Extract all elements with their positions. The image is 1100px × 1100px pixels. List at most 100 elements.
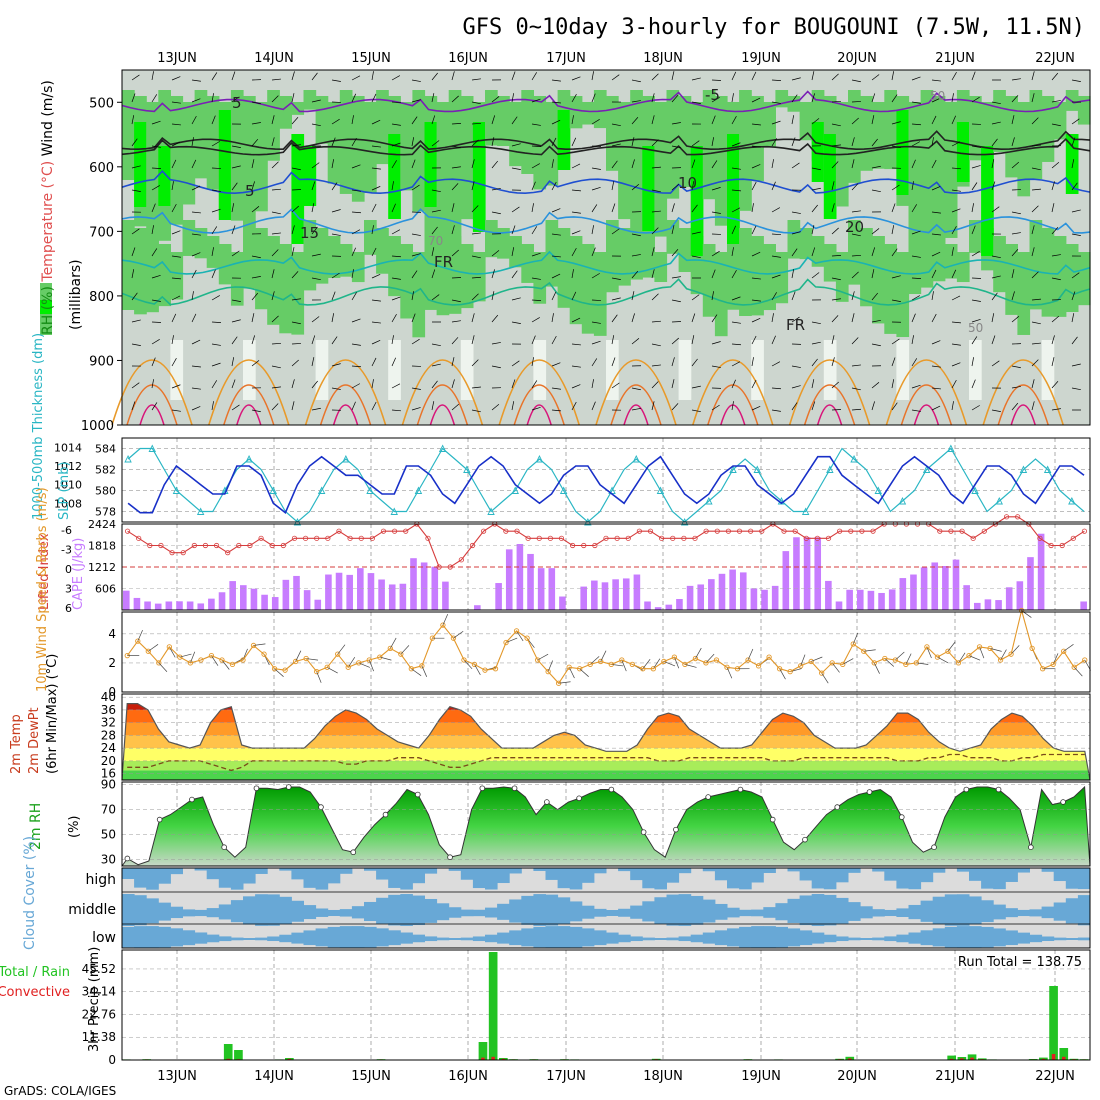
- wind-barb: [391, 142, 401, 147]
- wind-barb: [911, 255, 921, 258]
- wind-barb: [691, 294, 700, 301]
- wind-barb: [371, 225, 374, 235]
- wind-barb: [951, 72, 957, 81]
- wind-barb: [731, 379, 736, 389]
- wind-barb: [1031, 225, 1035, 235]
- wind-barb: [391, 181, 394, 191]
- wind-point: [755, 663, 762, 669]
- wind-point: [713, 657, 720, 663]
- cloud-high-cell: [956, 868, 970, 872]
- rh-region: [327, 236, 341, 278]
- cloud-high-cell: [557, 868, 571, 889]
- ylabel-pressure: (millibars): [68, 259, 84, 330]
- wind-point: [229, 661, 236, 668]
- temperature-contour: [121, 170, 1091, 195]
- cloud-middle-cell: [364, 901, 377, 922]
- cloud-middle-cell: [896, 908, 909, 917]
- wind-barb: [871, 382, 880, 389]
- cloud-low-cell: [763, 926, 776, 948]
- wind-barb: [1051, 335, 1055, 345]
- cloud-high-cell: [848, 868, 861, 873]
- wind-barb: [451, 249, 459, 257]
- li-point: [1081, 528, 1088, 534]
- wind-barb: [711, 187, 721, 191]
- rh-point: [350, 849, 357, 856]
- wind-barb: [751, 406, 761, 411]
- panel-frame: [121, 523, 1091, 611]
- cloud-middle-cell: [303, 905, 317, 920]
- precip-total-bar: [967, 1054, 977, 1060]
- rh-region: [485, 90, 498, 146]
- wind-barb: [151, 94, 158, 103]
- rh-point: [866, 789, 873, 795]
- wind-barb: [731, 321, 741, 324]
- rh-region: [593, 252, 607, 336]
- wind-barb: [931, 269, 937, 279]
- wind-point: [945, 648, 951, 654]
- wind-barb: [1071, 137, 1076, 147]
- rh-region: [872, 236, 885, 324]
- cloud-low-cell: [775, 926, 788, 948]
- wind-barb: [871, 319, 881, 323]
- temperature-contour: [513, 384, 565, 426]
- wind-barb: [1031, 379, 1035, 389]
- wind-barb: [311, 316, 320, 323]
- cloud-high-cell: [158, 868, 171, 884]
- wind-barb: [171, 295, 181, 301]
- cloud-middle-cell: [835, 897, 849, 924]
- wind-barb: [591, 273, 600, 279]
- wind-barb: [911, 384, 921, 389]
- wind-barb: [691, 385, 701, 389]
- wind-barb: [531, 299, 542, 301]
- wind-barb: [391, 335, 394, 345]
- wind-barb: [711, 269, 716, 279]
- wind-barb: [271, 115, 275, 125]
- rh-region: [1041, 228, 1055, 317]
- wind-point: [545, 668, 551, 675]
- wind-barb: [511, 206, 520, 213]
- rh-region: [243, 340, 256, 400]
- y-tick-label: 30: [101, 853, 116, 867]
- rh-region: [1041, 340, 1055, 400]
- wind-barb: [271, 95, 279, 103]
- temp-bands: [122, 703, 1090, 780]
- wind-barb: [1051, 315, 1060, 323]
- wind-barb: [151, 274, 161, 279]
- rh-region: [230, 252, 244, 306]
- wind-barb: [1031, 144, 1041, 147]
- cape-bar: [176, 601, 183, 610]
- wind-barb: [211, 380, 218, 389]
- wind-barb: [671, 71, 675, 81]
- wind-barb: [871, 115, 875, 125]
- panel-frame: [121, 949, 1091, 1061]
- wind-barb: [751, 97, 761, 103]
- wind-barb: [251, 313, 255, 323]
- cloud-high-cell: [823, 868, 837, 890]
- thickness-point: [826, 465, 834, 473]
- cloud-middle-cell: [1005, 908, 1018, 918]
- wind-point: [692, 655, 699, 662]
- wind-barb: [151, 145, 161, 148]
- rh-region: [339, 90, 353, 194]
- wind-barb: [891, 71, 895, 81]
- cape-bar: [654, 607, 662, 610]
- wind-barb: [771, 159, 774, 169]
- cloud-high-cell: [134, 868, 147, 888]
- wind-barb: [731, 361, 741, 367]
- wind-barb: [171, 277, 181, 280]
- wind-barb: [911, 76, 921, 81]
- cloud-low-cell: [485, 934, 498, 943]
- wind-barb: [251, 101, 261, 105]
- cloud-high-cell: [376, 868, 389, 880]
- cloud-low-cell: [920, 930, 934, 946]
- wind-barb: [431, 380, 438, 389]
- cloud-low-cell: [666, 937, 680, 941]
- cloud-middle-cell: [1065, 898, 1079, 924]
- cloud-low-cell: [412, 934, 425, 943]
- wind-barb: [351, 211, 361, 214]
- wind-point: [808, 658, 814, 665]
- cape-bar: [378, 579, 385, 610]
- wind-barb: [171, 203, 177, 213]
- rh-region: [521, 90, 534, 174]
- wind-barb: [771, 387, 781, 390]
